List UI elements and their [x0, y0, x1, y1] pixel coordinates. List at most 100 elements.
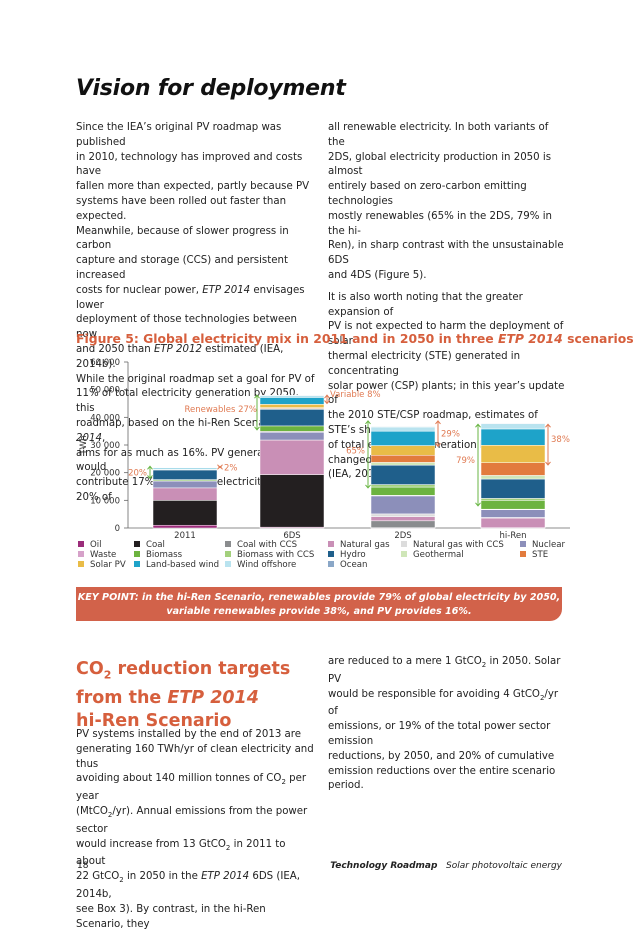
text-run: avoiding about 140 million tonnes of CO — [76, 773, 281, 784]
y-tick-label: 30 000 — [90, 441, 120, 451]
text-run: in 2050 in the — [124, 871, 201, 882]
text-line: and 4DS (Figure 5). — [328, 269, 568, 284]
text-line: all renewable electricity. In both varia… — [328, 121, 568, 151]
bar-segment — [260, 404, 324, 407]
text-line: costs for nuclear power, ETP 2014 envisa… — [76, 284, 316, 314]
legend-label: Solar PV — [90, 560, 126, 570]
text-line: fallen more than expected, partly becaus… — [76, 180, 316, 195]
annotation-label: 38% — [551, 435, 570, 445]
heading-line: CO2 reduction targets — [76, 658, 290, 687]
legend-swatch — [520, 541, 526, 547]
text-line: in 2010, technology has improved and cos… — [76, 151, 316, 181]
legend-label: Natural gas with CCS — [413, 540, 504, 550]
page-number: 18 — [77, 861, 88, 871]
legend-swatch — [328, 541, 334, 547]
bar-segment — [371, 521, 435, 528]
figure-title: Figure 5: Global electricity mix in 2011… — [76, 331, 634, 346]
bar-segment — [481, 463, 545, 476]
legend-swatch — [134, 541, 140, 547]
text-line: entirely based on zero-carbon emitting t… — [328, 180, 568, 210]
emphasis: ETP 2014 — [202, 285, 250, 296]
legend-label: Nuclear — [532, 540, 566, 550]
legend-label: Natural gas — [340, 540, 390, 550]
legend-swatch — [401, 541, 407, 547]
text-run: (MtCO — [76, 806, 108, 817]
text-line: would be responsible for avoiding 4 GtCO… — [328, 688, 568, 721]
footer-series-title: Technology Roadmap — [330, 861, 437, 871]
text-run: would increase from 13 GtCO — [76, 839, 226, 850]
legend-swatch — [225, 551, 231, 557]
y-axis-title: TWh — [79, 436, 89, 456]
text-line: emissions, or 19% of the total power sec… — [328, 720, 568, 750]
key-point-line: variable renewables provide 38%, and PV … — [76, 605, 562, 619]
annotation-label: Renewables 27% — [184, 405, 257, 415]
bar-segment — [260, 475, 324, 528]
text-run: 22 GtCO — [76, 871, 119, 882]
legend-swatch — [401, 551, 407, 557]
legend-label: Hydro — [340, 550, 366, 560]
x-tick-label: 2DS — [394, 531, 411, 541]
bar-segment — [371, 465, 435, 484]
annotation-label: Variable 8% — [330, 390, 381, 400]
text-run: are reduced to a mere 1 GtCO — [328, 656, 482, 667]
legend-label: Oil — [90, 540, 102, 550]
text-line: reductions, by 2050, and 20% of cumulati… — [328, 750, 568, 765]
text-line: emission reductions over the entire scen… — [328, 765, 568, 795]
legend-swatch — [328, 551, 334, 557]
bar-segment — [260, 432, 324, 440]
bar-segment — [153, 500, 217, 525]
bar-segment — [153, 525, 217, 528]
bar-segment — [260, 440, 324, 475]
co2-column-right: are reduced to a mere 1 GtCO2 in 2050. S… — [328, 655, 568, 794]
bar-segment — [371, 487, 435, 495]
text-line: 22 GtCO2 in 2050 in the ETP 2014 6DS (IE… — [76, 870, 316, 903]
annotation-label: 2% — [224, 464, 238, 474]
y-tick-label: 60 000 — [90, 358, 120, 368]
legend-swatch — [328, 561, 334, 567]
legend-label: Biomass with CCS — [237, 550, 314, 560]
text-line: Meanwhile, because of slower progress in… — [76, 225, 316, 255]
bar-segment — [481, 429, 545, 445]
key-point-line: KEY POINT: in the hi-Ren Scenario, renew… — [76, 591, 562, 605]
legend-swatch — [78, 551, 84, 557]
bar-segment — [371, 427, 435, 431]
bar-segment — [260, 426, 324, 432]
legend-swatch — [78, 541, 84, 547]
footer-subtitle: Solar photovoltaic energy — [446, 861, 562, 871]
text-run: CO — [76, 659, 104, 679]
text-run: would be responsible for avoiding 4 GtCO — [328, 689, 540, 700]
legend-label: Land-based wind — [146, 560, 219, 570]
text-line: capture and storage (CCS) and persistent… — [76, 254, 316, 284]
bar-segment — [371, 431, 435, 445]
text-line: generating 160 TWh/yr of clean electrici… — [76, 743, 316, 773]
bar-segment — [371, 485, 435, 487]
text-run: costs for nuclear power, — [76, 285, 202, 296]
co2-section-title: CO2 reduction targets from the ETP 2014 … — [76, 658, 290, 733]
annotation-label: 29% — [441, 430, 460, 440]
annotation-label: 65% — [346, 446, 365, 456]
y-tick-label: 50 000 — [90, 386, 120, 396]
text-run: Figure 5: Global electricity mix in 2011… — [76, 331, 498, 346]
legend-swatch — [225, 541, 231, 547]
text-line: would increase from 13 GtCO2 in 2011 to … — [76, 838, 316, 871]
text-line: avoiding about 140 million tonnes of CO2… — [76, 772, 316, 805]
legend-label: Ocean — [340, 560, 368, 570]
bar-segment — [481, 424, 545, 429]
running-footer: Technology Roadmap Solar photovoltaic en… — [330, 861, 562, 871]
text-line: PV systems installed by the end of 2013 … — [76, 728, 316, 743]
y-tick-label: 40 000 — [90, 413, 120, 423]
bar-segment — [481, 475, 545, 479]
text-line: mostly renewables (65% in the 2DS, 79% i… — [328, 210, 568, 240]
bar-segment — [153, 470, 217, 480]
text-line: Since the IEA’s original PV roadmap was … — [76, 121, 316, 151]
x-tick-label: 2011 — [174, 531, 196, 541]
bar-segment — [371, 517, 435, 521]
bar-segment — [481, 479, 545, 498]
y-tick-label: 0 — [115, 524, 120, 534]
text-line: systems have been rolled out faster than… — [76, 195, 316, 225]
y-tick-label: 20 000 — [90, 469, 120, 479]
legend-swatch — [134, 561, 140, 567]
legend-label: Geothermal — [413, 550, 464, 560]
bar-segment — [260, 409, 324, 426]
